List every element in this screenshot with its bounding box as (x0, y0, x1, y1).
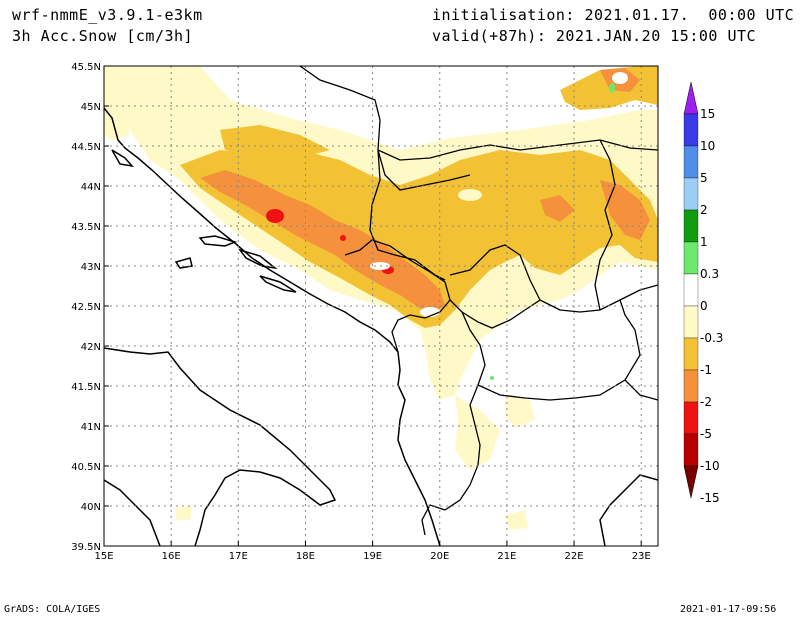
lon-ticks: 15E 16E 17E 18E 19E 20E 21E 22E 23E (94, 541, 651, 562)
lon-tick-label: 21E (497, 551, 516, 562)
coastlines (104, 107, 658, 546)
border-montenegro (344, 239, 451, 353)
lat-tick-label: 45N (81, 102, 101, 113)
lat-tick-label: 39.5N (71, 542, 101, 553)
light-snow-area-west (104, 66, 200, 110)
colorbar-label: 15 (700, 107, 715, 121)
colorbar-segment (683, 401, 699, 435)
lat-tick-label: 40N (81, 502, 101, 513)
adriatic-east-coast (104, 107, 441, 546)
lat-tick-label: 40.5N (71, 462, 101, 473)
lon-tick-label: 22E (565, 551, 584, 562)
croatian-island-4 (174, 257, 193, 269)
border-greece-bulgaria (624, 379, 658, 401)
border-macedonia-greece (477, 299, 641, 401)
heavy-snow-area-east (600, 180, 650, 240)
light-snow-area-se (505, 395, 535, 428)
border-serbia-bulgaria (594, 139, 616, 311)
colorbar-segment (683, 177, 699, 211)
border-albania-east (444, 311, 486, 511)
border-albania-greece (421, 504, 446, 536)
green-snow-spot (609, 83, 615, 93)
croatian-island-2 (238, 248, 278, 270)
lat-ticks: 45.5N 45N 44.5N 44N 43.5N 43N 42.5N 42N 41.5N 41N… (71, 62, 109, 553)
heavy-snow-area-mid (540, 195, 575, 222)
grid-lines (104, 66, 658, 546)
lon-tick-label: 17E (229, 551, 248, 562)
lat-tick-label: 43N (81, 262, 101, 273)
lat-tick-label: 44.5N (71, 142, 101, 153)
extreme-snow-spot (266, 209, 284, 223)
colorbar-segment (683, 433, 699, 467)
colorbar-label: -10 (700, 459, 720, 473)
colorbar-segment (683, 145, 699, 179)
colorbar-segment (683, 337, 699, 371)
croatian-island (198, 235, 238, 247)
clear-gap-3 (458, 189, 482, 201)
valid-time: valid(+87h): 2021.JAN.20 15:00 UTC (432, 27, 757, 45)
medium-snow-area (180, 150, 658, 328)
colorbar-segment (683, 113, 699, 147)
border-bosnia-east (369, 149, 446, 281)
croatian-island-3 (259, 275, 297, 293)
colorbar-label: -0.3 (700, 331, 723, 345)
colorbar-label: -1 (700, 363, 712, 377)
lon-tick-label: 19E (363, 551, 382, 562)
colorbar-segment (683, 305, 699, 339)
colorbar-label: -15 (700, 491, 720, 505)
lat-tick-label: 42N (81, 342, 101, 353)
light-snow-area-se2 (505, 510, 528, 530)
heavy-snow-area (200, 170, 445, 315)
colorbar-label: 10 (700, 139, 715, 153)
light-snow-area-sw (175, 506, 192, 520)
lat-tick-label: 42.5N (71, 302, 101, 313)
lat-tick-label: 41N (81, 422, 101, 433)
colorbar-label: 5 (700, 171, 708, 185)
model-title: wrf-nmmE_v3.9.1-e3km (12, 6, 203, 24)
footer-timestamp: 2021-01-17-09:56 (680, 604, 777, 615)
aegean-coast (599, 474, 658, 546)
light-snow-area-nw (104, 105, 130, 140)
footer-credit: GrADS: COLA/IGES (4, 604, 101, 615)
colorbar-top-arrow (683, 81, 699, 115)
colorbar-label: 0.3 (700, 267, 719, 281)
colorbar-label: 2 (700, 203, 708, 217)
border-bosnia-serbia (377, 139, 658, 161)
init-time: initialisation: 2021.01.17. 00:00 UTC (432, 6, 795, 24)
colorbar-label: -2 (700, 395, 712, 409)
lat-tick-label: 43.5N (71, 222, 101, 233)
colorbar-segment (683, 241, 699, 275)
colorbar-label: 0 (700, 299, 708, 313)
lon-tick-label: 18E (296, 551, 315, 562)
borders (299, 66, 658, 536)
variable-title: 3h Acc.Snow [cm/3h] (12, 27, 194, 45)
italy-heel (104, 479, 161, 546)
colorbar-segment (683, 209, 699, 243)
croatian-island-5 (111, 149, 134, 168)
lon-tick-label: 15E (94, 551, 113, 562)
lat-tick-label: 41.5N (71, 382, 101, 393)
lon-tick-label: 20E (430, 551, 449, 562)
snow-field (104, 66, 658, 530)
lon-tick-label: 16E (162, 551, 181, 562)
green-snow-spot-2 (490, 376, 494, 380)
italy-east-coast (104, 347, 337, 546)
lat-tick-label: 45.5N (71, 62, 101, 73)
lat-tick-label: 44N (81, 182, 101, 193)
colorbar: 15 10 5 2 1 0.3 0 -0.3 -1 -2 -5 -10 -15 (683, 81, 723, 505)
colorbar-segment (683, 369, 699, 403)
colorbar-bottom-arrow (683, 465, 699, 499)
colorbar-label: -5 (700, 427, 712, 441)
clear-gap-4 (612, 72, 628, 84)
colorbar-label: 1 (700, 235, 708, 249)
extreme-snow-spot-3 (340, 235, 346, 241)
lon-tick-label: 23E (632, 551, 651, 562)
colorbar-segment (683, 273, 699, 307)
medium-snow-area-mid (220, 125, 330, 160)
